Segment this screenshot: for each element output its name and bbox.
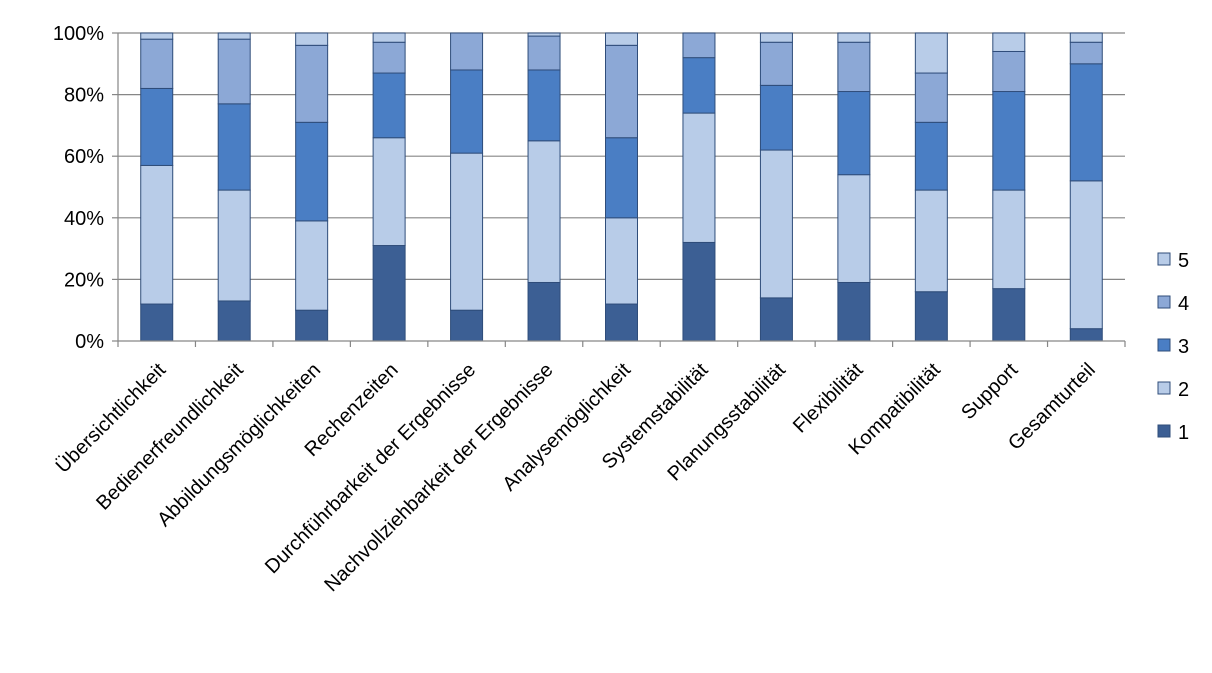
legend-label-2: 2 [1178,379,1189,401]
axes [112,32,1126,347]
legend-swatch-2 [1157,381,1171,395]
bar-segment-2-6 [527,140,561,283]
bar-segment-1-8 [682,241,716,342]
x-tick-label: Flexibilität [789,359,868,438]
bar-segment-1-6 [527,281,561,342]
bar-segment-5-12 [992,32,1026,52]
bar-segment-1-13 [1069,328,1103,342]
bar-segment-3-6 [527,69,561,142]
bar-segment-2-11 [914,189,948,293]
bar-segment-3-5 [450,69,484,154]
bar-segment-2-9 [759,149,793,299]
bar-segment-2-4 [372,137,406,247]
bar-segment-5-10 [837,32,871,43]
bar-segment-2-13 [1069,180,1103,330]
legend-label-1: 1 [1178,422,1189,444]
bar-segment-1-1 [140,303,174,342]
bar-segment-4-9 [759,41,793,86]
bar-segment-2-3 [295,220,329,311]
bar-segment-4-2 [217,38,251,105]
y-tick-label: 20% [64,269,104,291]
legend-label-5: 5 [1178,250,1189,272]
y-tick-label: 80% [64,85,104,107]
bar-segment-1-3 [295,309,329,342]
bars [140,32,1103,342]
bar-segment-1-10 [837,281,871,342]
bar-segment-1-11 [914,291,948,342]
bar-segment-5-2 [217,32,251,40]
bar-segment-4-12 [992,50,1026,93]
y-tick-labels: 0% 20% 40% 60% 80% 100% [53,23,104,353]
bar-segment-3-11 [914,121,948,191]
x-tick-label: Support [957,359,1022,424]
bar-segment-3-4 [372,72,406,139]
bar-segment-5-1 [140,32,174,40]
bar-segment-4-13 [1069,41,1103,65]
bar-segment-3-9 [759,84,793,151]
legend-swatch-5 [1157,252,1171,266]
bar-segment-1-4 [372,245,406,342]
x-tick-label: Analysemöglichkeit [498,359,635,496]
bar-segment-3-10 [837,91,871,176]
bar-segment-4-11 [914,72,948,123]
bar-segment-5-13 [1069,32,1103,43]
legend-swatch-4 [1157,295,1171,309]
x-tick-label: Abbildungsmöglichkeiten [153,359,325,531]
bar-segment-5-7 [605,32,638,46]
legend-swatch-1 [1157,424,1171,438]
bar-segment-2-2 [217,189,251,302]
legend: 5 4 3 2 1 [1157,250,1189,444]
bar-segment-4-6 [527,35,561,71]
bar-segment-3-7 [605,137,638,219]
bar-segment-4-8 [682,32,716,59]
bar-segment-4-4 [372,41,406,74]
bar-segment-5-9 [759,32,793,43]
bar-segment-5-4 [372,32,406,43]
x-tick-labels: ÜbersichtlichkeitBedienerfreundlichkeitA… [52,359,1100,597]
bar-segment-1-7 [605,303,638,342]
bar-segment-2-7 [605,217,638,305]
bar-segment-5-6 [527,32,561,37]
bar-segment-2-12 [992,189,1026,290]
bar-segment-3-3 [295,121,329,222]
bar-segment-2-10 [837,174,871,283]
y-tick-label: 100% [53,23,104,45]
bar-segment-4-5 [450,32,484,71]
bar-segment-5-11 [914,32,948,74]
bar-segment-3-8 [682,57,716,114]
y-tick-label: 60% [64,146,104,168]
bar-segment-5-3 [295,32,329,46]
bar-segment-1-12 [992,288,1026,342]
legend-label-4: 4 [1178,293,1189,315]
bar-segment-1-5 [450,309,484,342]
bar-segment-3-13 [1069,63,1103,182]
bar-segment-4-1 [140,38,174,89]
legend-swatch-3 [1157,338,1171,352]
bar-segment-4-3 [295,44,329,123]
bar-segment-4-7 [605,44,638,139]
bar-segment-2-8 [682,112,716,243]
bar-segment-3-12 [992,91,1026,191]
bar-segment-3-1 [140,87,174,166]
x-tick-label: Bedienerfreundlichkeit [92,359,248,515]
bar-segment-4-10 [837,41,871,93]
bar-segment-2-5 [450,152,484,311]
bar-segment-2-1 [140,164,174,305]
bar-segment-3-2 [217,103,251,191]
bar-segment-1-2 [217,300,251,342]
legend-label-3: 3 [1178,336,1189,358]
bar-segment-1-9 [759,297,793,342]
y-tick-label: 0% [75,331,104,353]
y-tick-label: 40% [64,208,104,230]
